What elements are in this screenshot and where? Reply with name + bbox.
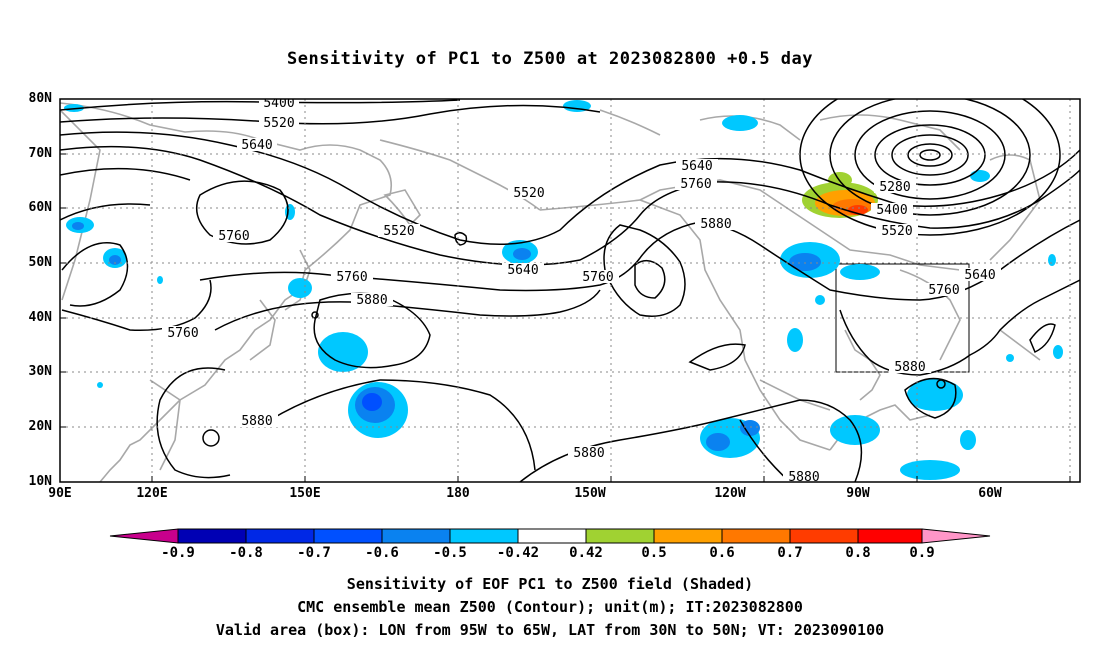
contour-label: 5880 [573, 446, 604, 461]
lat-label: 50N [28, 255, 52, 270]
contour-label: 5880 [356, 293, 387, 308]
contour-label: 5280 [879, 180, 910, 195]
contour-label: 5760 [680, 177, 711, 192]
lat-label: 10N [28, 474, 52, 489]
contour-label: 5760 [218, 229, 249, 244]
contour-label: 5760 [928, 283, 959, 298]
contour-label: 5760 [167, 326, 198, 341]
contour-label: 5400 [876, 203, 907, 218]
map-title: Sensitivity of PC1 to Z500 at 2023082800… [286, 49, 813, 69]
contour-label: 5520 [383, 224, 414, 239]
colorbar-label: 0.6 [709, 545, 735, 561]
lon-label: 180 [446, 486, 470, 501]
lat-label: 30N [28, 364, 52, 379]
contour-label: 5400 [263, 96, 294, 111]
lat-label: 70N [28, 146, 52, 161]
colorbar [109, 528, 991, 544]
colorbar-label: 0.5 [641, 545, 667, 561]
caption-line-2: CMC ensemble mean Z500 (Contour); unit(m… [297, 598, 803, 616]
contour-label: 5640 [964, 268, 995, 283]
colorbar-label: -0.42 [496, 545, 540, 561]
lon-label: 120W [714, 486, 746, 501]
lat-label: 20N [28, 419, 52, 434]
contour-label: 5520 [513, 186, 544, 201]
contour-label: 5880 [700, 217, 731, 232]
lon-label: 150E [289, 486, 321, 501]
colorbar-label: -0.6 [365, 545, 399, 561]
contour-label: 5520 [263, 116, 294, 131]
contour-label: 5520 [881, 224, 912, 239]
lat-label: 60N [28, 200, 52, 215]
lon-label: 90E [48, 486, 72, 501]
lon-label: 60W [978, 486, 1002, 501]
colorbar-label: -0.8 [229, 545, 263, 561]
lat-label: 40N [28, 310, 52, 325]
contour-label: 5640 [241, 138, 272, 153]
colorbar-label: -0.9 [161, 545, 195, 561]
lon-label: 120E [136, 486, 168, 501]
lon-label: 90W [846, 486, 870, 501]
z500-contours [60, 99, 1080, 482]
contour-labels: 5400 5520 5640 5520 5520 5760 5640 5760 … [167, 96, 996, 485]
contour-label: 5880 [894, 360, 925, 375]
lat-label: 80N [28, 91, 52, 106]
contour-label: 5880 [788, 470, 819, 485]
contour-label: 5640 [507, 263, 538, 278]
map-frame [59, 98, 1081, 483]
contour-label: 5760 [582, 270, 613, 285]
contour-label: 5640 [681, 159, 712, 174]
contour-label: 5760 [336, 270, 367, 285]
colorbar-label: 0.8 [845, 545, 871, 561]
caption-line-3: Valid area (box): LON from 95W to 65W, L… [215, 621, 885, 639]
lon-label: 150W [574, 486, 606, 501]
graticule [60, 99, 1080, 482]
axis-ticks [60, 98, 1071, 482]
colorbar-label: 0.42 [569, 545, 603, 561]
colorbar-low-arrow [109, 528, 179, 544]
caption-line-1: Sensitivity of EOF PC1 to Z500 field (Sh… [346, 575, 754, 593]
sensitivity-shading [64, 100, 1063, 480]
colorbar-label: 0.7 [777, 545, 803, 561]
contour-label: 5880 [241, 414, 272, 429]
colorbar-high-arrow [921, 528, 991, 544]
colorbar-label: 0.9 [909, 545, 935, 561]
colorbar-label: -0.7 [297, 545, 331, 561]
colorbar-label: -0.5 [433, 545, 467, 561]
